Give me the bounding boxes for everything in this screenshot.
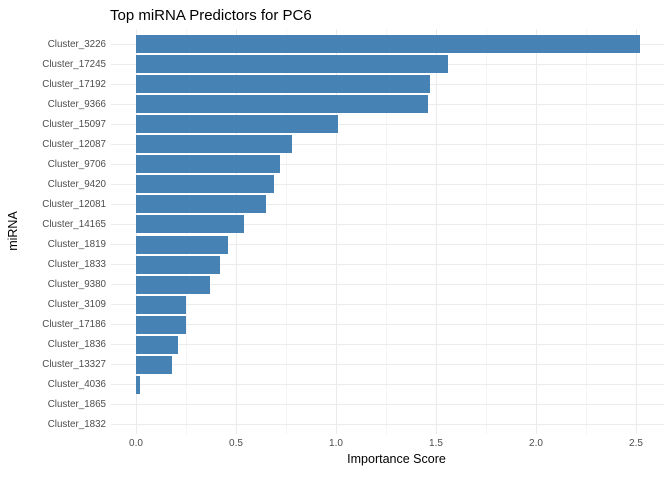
y-tick-label: Cluster_13327 (42, 359, 106, 371)
x-axis-title: Importance Score (347, 452, 446, 466)
gridline-major-vertical (335, 29, 337, 434)
gridline-horizontal (111, 364, 664, 366)
gridline-horizontal (111, 223, 664, 225)
bar (136, 375, 140, 394)
y-tick-label: Cluster_17245 (42, 58, 106, 70)
bar (136, 235, 228, 254)
x-tick-label: 2.0 (529, 438, 543, 449)
gridline-horizontal (111, 284, 664, 286)
bar (136, 175, 274, 194)
gridline-horizontal (111, 424, 664, 426)
gridline-minor-vertical (285, 29, 287, 434)
bar (136, 155, 280, 174)
y-tick-label: Cluster_9366 (47, 98, 106, 110)
y-tick-label: Cluster_17192 (42, 78, 106, 90)
y-tick-label: Cluster_14165 (42, 218, 106, 230)
y-tick-label: Cluster_3109 (47, 299, 106, 311)
x-tick-label: 0.0 (129, 438, 143, 449)
y-tick-label: Cluster_9420 (47, 178, 106, 190)
y-tick-label: Cluster_15097 (42, 118, 106, 130)
chart-title: Top miRNA Predictors for PC6 (110, 7, 312, 24)
bar (136, 255, 220, 274)
gridline-minor-vertical (385, 29, 387, 434)
bar (136, 35, 640, 53)
gridline-horizontal (111, 304, 664, 306)
gridline-horizontal (111, 264, 664, 266)
bar (136, 195, 266, 214)
gridline-horizontal (111, 404, 664, 406)
bar (136, 115, 338, 134)
y-tick-label: Cluster_9380 (47, 279, 106, 291)
gridline-horizontal (111, 183, 664, 185)
gridline-horizontal (111, 344, 664, 346)
y-tick-label: Cluster_1865 (47, 399, 106, 411)
bar (136, 75, 430, 94)
y-tick-label: Cluster_4036 (47, 379, 106, 391)
gridline-minor-vertical (585, 29, 587, 434)
y-tick-label: Cluster_1836 (47, 339, 106, 351)
gridline-minor-vertical (485, 29, 487, 434)
gridline-horizontal (111, 384, 664, 386)
gridline-horizontal (111, 143, 664, 145)
gridline-horizontal (111, 203, 664, 205)
gridline-major-vertical (435, 29, 437, 434)
x-tick-label: 2.5 (629, 438, 643, 449)
y-tick-label: Cluster_1832 (47, 419, 106, 431)
gridline-major-vertical (635, 29, 637, 434)
bar (136, 275, 210, 294)
bar (136, 315, 186, 334)
gridline-horizontal (111, 123, 664, 125)
bar (136, 295, 186, 314)
bar (136, 95, 428, 114)
y-tick-label: Cluster_9706 (47, 158, 106, 170)
gridline-horizontal (111, 244, 664, 245)
y-tick-label: Cluster_1819 (47, 239, 106, 250)
bar (136, 135, 292, 154)
x-tick-label: 0.5 (229, 438, 243, 449)
bar (136, 355, 172, 374)
bar (136, 335, 178, 354)
y-tick-label: Cluster_1833 (47, 259, 106, 271)
bar (136, 55, 448, 74)
x-tick-label: 1.5 (429, 438, 443, 449)
gridline-horizontal (111, 324, 664, 326)
bar (136, 215, 244, 234)
y-tick-label: Cluster_12087 (42, 138, 106, 150)
x-tick-label: 1.0 (329, 438, 343, 449)
y-tick-label: Cluster_17186 (42, 319, 106, 331)
gridline-major-vertical (535, 29, 537, 434)
gridline-horizontal (111, 163, 664, 165)
y-tick-label: Cluster_3226 (47, 38, 106, 50)
y-tick-label: Cluster_12081 (42, 198, 106, 210)
